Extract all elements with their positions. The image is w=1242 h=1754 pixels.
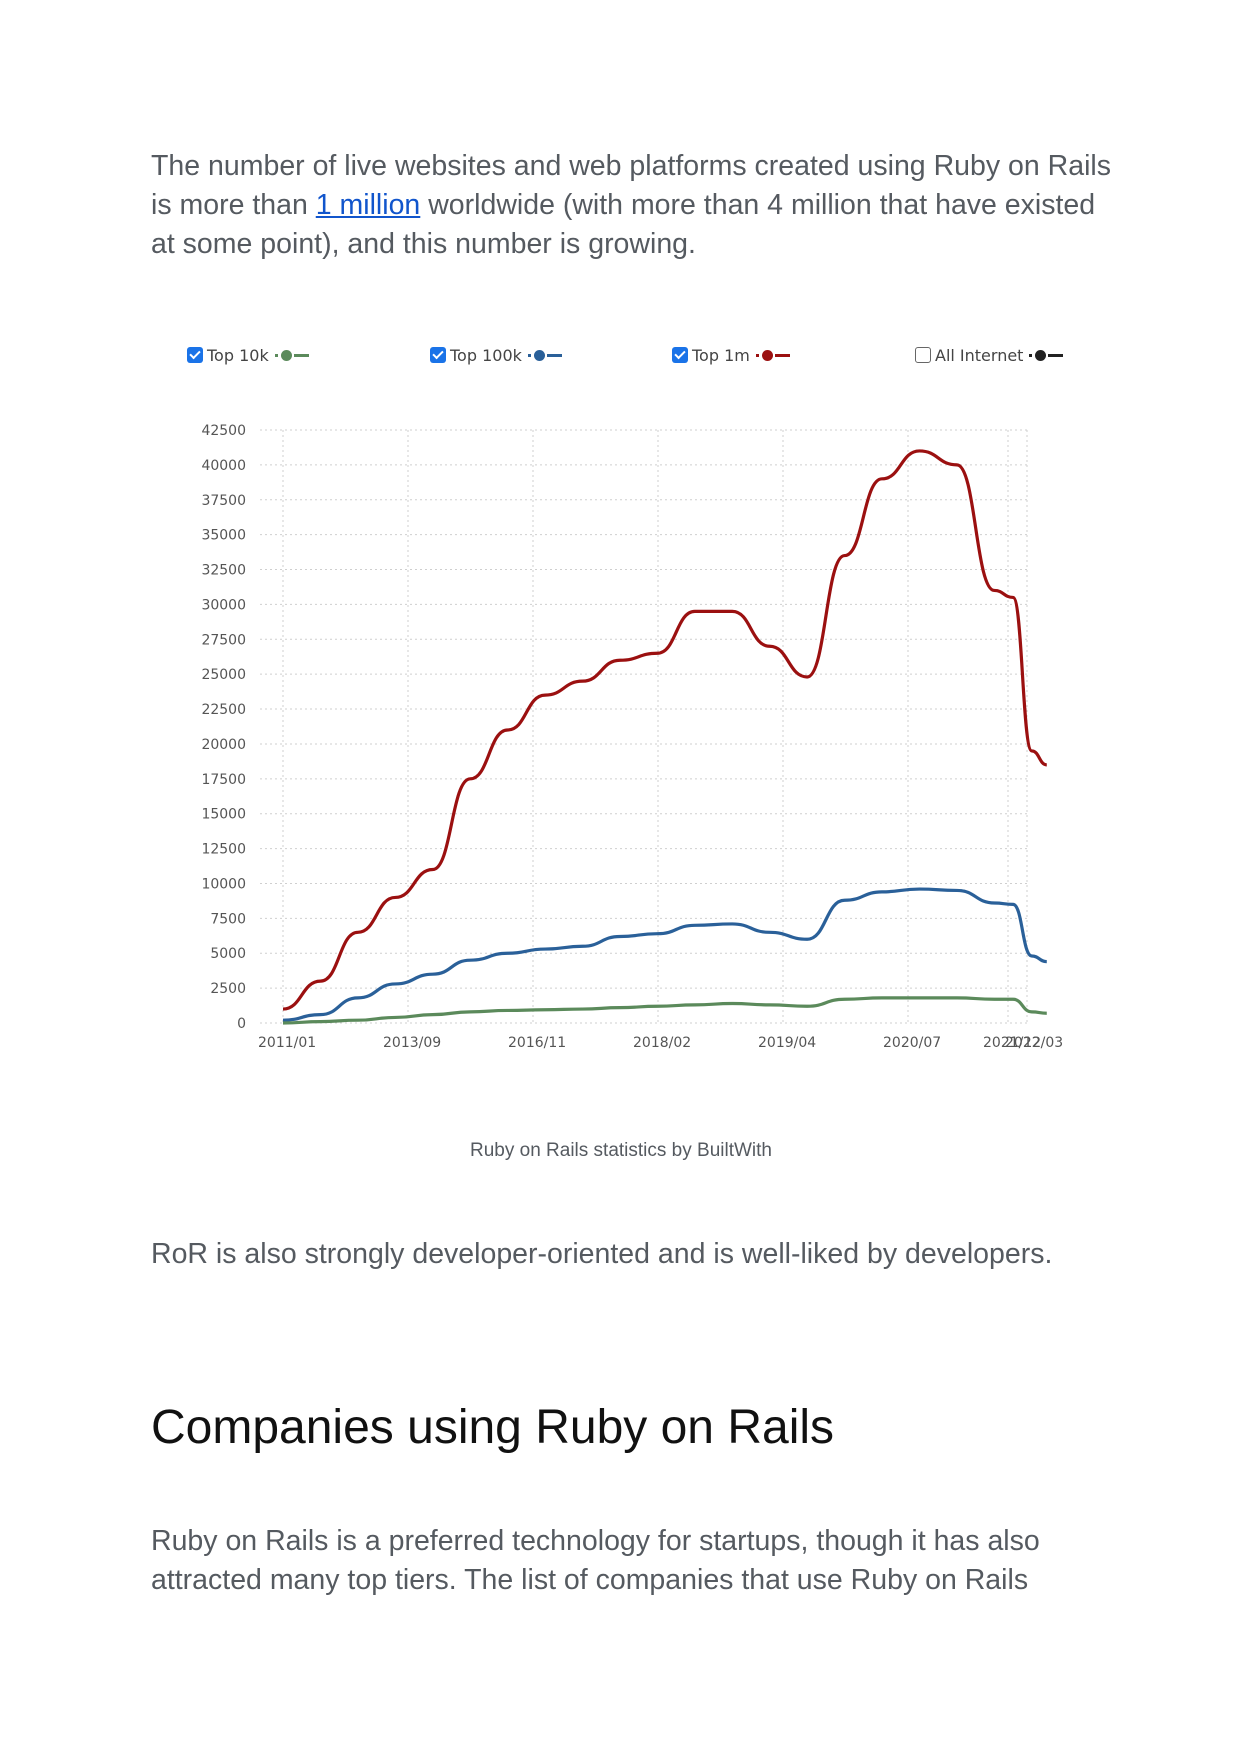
y-tick-label: 40000: [201, 458, 246, 474]
y-tick-label: 42500: [201, 423, 246, 439]
intro-paragraph: The number of live websites and web plat…: [151, 150, 1111, 260]
y-tick-label: 37500: [201, 493, 246, 509]
x-tick-label: 2016/11: [508, 1035, 566, 1051]
y-tick-label: 15000: [201, 807, 246, 823]
checkbox-top-10k[interactable]: [187, 347, 203, 363]
x-tick-label: 2020/07: [883, 1035, 941, 1051]
y-tick-label: 0: [237, 1016, 246, 1032]
y-axis-ticks: 0 2500 5000 7500 10000 12500 15000 17500 20000 22…: [201, 423, 246, 1032]
x-axis-ticks: 2011/01 2013/09 2016/11 2018/02 2019/04 2020/…: [258, 1035, 1063, 1051]
y-tick-label: 17500: [201, 772, 246, 788]
y-tick-label: 12500: [201, 842, 246, 858]
y-tick-label: 32500: [201, 563, 246, 579]
series-line-top-100k: [282, 887, 1047, 1022]
companies-paragraph: Ruby on Rails is a preferred technology …: [151, 1525, 1040, 1596]
x-tick-label: 2022/03: [1005, 1035, 1063, 1051]
chart-series: [282, 449, 1048, 1025]
checkbox-top-1m[interactable]: [672, 347, 688, 363]
legend-swatch-top-100k: [527, 349, 562, 361]
legend-swatch-top-10k: [274, 349, 309, 361]
y-tick-label: 22500: [201, 702, 246, 718]
legend-item-all-internet[interactable]: All Internet: [915, 343, 1064, 367]
y-tick-label: 27500: [201, 632, 246, 648]
checkbox-all-internet[interactable]: [915, 347, 931, 363]
x-tick-label: 2019/04: [758, 1035, 816, 1051]
x-tick-label: 2021/12: [983, 1035, 1041, 1051]
y-tick-label: 20000: [201, 737, 246, 753]
y-tick-label: 25000: [201, 667, 246, 683]
x-tick-label: 2013/09: [383, 1035, 441, 1051]
y-tick-label: 10000: [201, 876, 246, 892]
legend-item-top-1m[interactable]: Top 1m: [672, 343, 790, 367]
checkbox-top-100k[interactable]: [430, 347, 446, 363]
chart-caption: Ruby on Rails statistics by BuiltWith: [470, 1140, 772, 1161]
x-tick-label: 2018/02: [633, 1035, 691, 1051]
statistics-chart: 0 2500 5000 7500 10000 12500 15000 17500 20000 22…: [201, 423, 1063, 1051]
legend-item-top-100k[interactable]: Top 100k: [430, 343, 562, 367]
developer-paragraph: RoR is also strongly developer-oriented …: [151, 1238, 1053, 1270]
series-line-top-10k: [282, 996, 1047, 1025]
y-tick-label: 2500: [210, 981, 246, 997]
legend-swatch-top-1m: [755, 349, 790, 361]
series-line-top-1m: [282, 449, 1048, 1011]
y-tick-label: 7500: [210, 911, 246, 927]
y-tick-label: 5000: [210, 946, 246, 962]
legend-item-top-10k[interactable]: Top 10k: [187, 343, 309, 367]
section-heading: Companies using Ruby on Rails: [151, 1401, 835, 1454]
one-million-link[interactable]: 1 million: [315, 189, 421, 221]
legend-swatch-all-internet: [1029, 349, 1064, 361]
y-tick-label: 35000: [201, 528, 246, 544]
y-tick-label: 30000: [201, 597, 246, 613]
x-tick-label: 2011/01: [258, 1035, 316, 1051]
